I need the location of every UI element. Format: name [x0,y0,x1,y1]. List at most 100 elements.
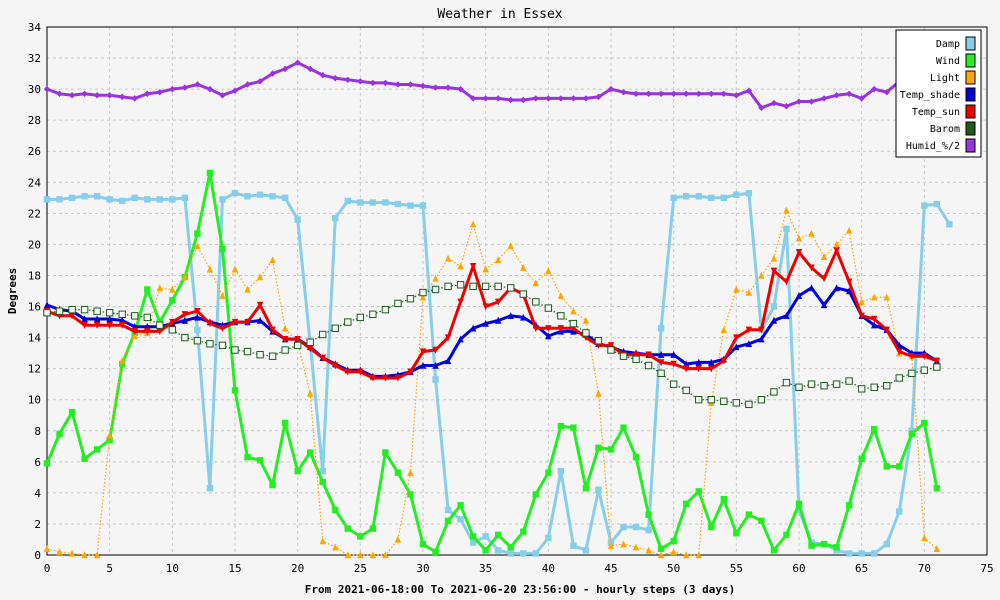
data-point [294,335,301,343]
legend-swatch [965,70,976,85]
x-tick-label: 45 [604,562,617,575]
data-point [419,348,427,356]
data-point [344,368,351,376]
data-point [720,495,727,503]
y-tick-label: 4 [34,487,41,500]
data-point [820,253,828,261]
y-tick-label: 16 [28,301,41,314]
data-point [532,95,539,102]
data-point [896,348,903,356]
data-point [545,534,552,542]
data-point [444,334,452,342]
data-point [93,551,101,559]
data-point [281,335,289,343]
data-point [833,92,840,99]
data-point [545,332,552,340]
data-point [820,540,828,548]
data-point [106,315,113,323]
data-point [256,316,264,324]
data-point [332,362,339,370]
data-point [244,193,251,200]
data-point [695,193,702,200]
data-point [745,400,753,409]
data-point [657,90,665,97]
data-point [783,206,790,214]
data-point [281,346,289,354]
data-point [770,547,778,554]
data-point [444,517,452,525]
data-point [194,307,201,315]
data-point [670,548,677,556]
data-point [394,469,402,476]
data-point [281,419,289,427]
data-point [720,194,727,202]
data-point [858,312,865,320]
data-point [319,537,326,545]
data-point [733,334,740,342]
data-point [695,358,702,366]
legend-swatch [965,53,976,68]
data-point [444,84,452,91]
data-point [695,365,702,373]
data-point [344,525,351,532]
data-point [244,285,251,293]
y-tick-label: 2 [34,518,41,531]
data-point [720,357,727,365]
data-point [294,467,301,475]
data-point [921,419,928,427]
data-point [81,193,88,200]
data-point [469,539,477,546]
data-point [820,275,828,283]
legend-item: Barom [930,121,976,136]
legend-label: Temp_sun [912,107,960,118]
data-point [594,336,603,345]
data-point [657,325,665,332]
x-tick-label: 0 [44,562,51,575]
data-point [808,264,815,272]
data-point [670,537,677,545]
data-point [332,75,339,82]
data-point [532,325,539,332]
data-point [783,103,790,110]
data-point [683,90,690,97]
data-point [194,230,201,237]
x-tick-label: 20 [291,562,304,575]
data-point [645,526,652,534]
data-point [332,506,339,514]
data-point [432,84,439,91]
data-point [469,533,477,540]
data-point [419,293,427,301]
data-point [695,551,702,559]
data-point [68,305,76,314]
data-point [532,279,539,287]
data-point [194,81,201,88]
y-tick-label: 32 [28,52,41,65]
data-point [93,307,101,315]
data-point [833,544,840,551]
data-point [832,380,841,388]
data-point [269,256,276,264]
legend-swatch [965,104,976,119]
legend-item: Temp_sun [912,104,976,119]
data-point [369,551,377,559]
data-point [645,351,652,359]
data-point [482,303,489,311]
data-point [545,325,552,332]
data-point [256,78,264,85]
x-tick-label: 40 [542,562,555,575]
data-point [319,71,326,79]
data-point [921,202,928,209]
data-point [444,357,452,365]
data-point [557,95,565,102]
data-point [219,196,226,203]
data-point [858,95,865,102]
y-tick-label: 8 [34,425,41,438]
data-point [357,533,364,540]
data-point [657,551,665,559]
data-point [181,316,189,324]
data-point [357,551,364,559]
data-point [770,267,778,275]
data-point [357,368,364,376]
data-point [269,326,276,334]
y-tick-label: 30 [28,83,41,96]
